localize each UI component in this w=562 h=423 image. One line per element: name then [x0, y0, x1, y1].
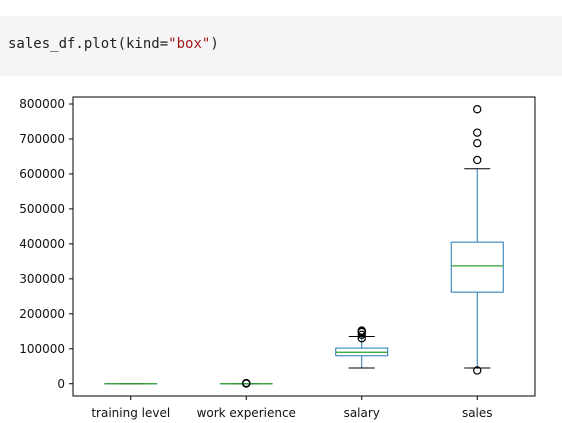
box-sales: [450, 105, 504, 375]
y-tick-label: 100000: [19, 342, 65, 356]
outlier-point: [357, 330, 366, 340]
cell-output: [0, 76, 562, 423]
outlier-point: [357, 326, 366, 335]
box-plot-chart: 0 100000 200000 300000 400000 500000 600000 700…: [19, 96, 536, 420]
x-tick-label: salary: [344, 406, 380, 420]
x-tick-label: work experience: [197, 406, 296, 420]
y-axis: 0 100000 200000 300000 400000 500000 600000 700…: [19, 97, 73, 391]
box-series: [104, 105, 504, 388]
outlier-point: [242, 378, 251, 388]
outlier-point: [473, 155, 482, 165]
outlier-point: [473, 128, 482, 137]
y-tick-label: 800000: [19, 97, 65, 111]
x-axis: training level work experience salary sales: [91, 396, 493, 420]
x-tick-label: training level: [91, 406, 170, 420]
y-tick-label: 0: [57, 377, 65, 391]
box-iqr: [450, 241, 504, 293]
outlier-point: [473, 105, 482, 114]
y-tick-label: 300000: [19, 272, 65, 286]
code-suffix: ): [210, 36, 219, 52]
y-tick-label: 500000: [19, 202, 65, 216]
y-tick-label: 700000: [19, 132, 65, 146]
y-tick-label: 400000: [19, 237, 65, 251]
outlier-point: [473, 138, 482, 148]
x-tick-label: sales: [462, 406, 493, 420]
code-cell[interactable]: sales_df.plot(kind="box"): [0, 16, 562, 76]
code-line[interactable]: sales_df.plot(kind="box"): [8, 36, 219, 52]
y-tick-label: 600000: [19, 167, 65, 181]
outlier-point: [473, 366, 482, 375]
cell-gap: [0, 0, 562, 16]
box-salary: [335, 326, 389, 369]
y-tick-label: 200000: [19, 307, 65, 321]
code-prefix: sales_df.plot(kind=: [8, 36, 169, 52]
plot-area-frame: [72, 96, 536, 397]
box-work-experience: [219, 378, 273, 388]
code-string-literal: "box": [168, 36, 211, 52]
